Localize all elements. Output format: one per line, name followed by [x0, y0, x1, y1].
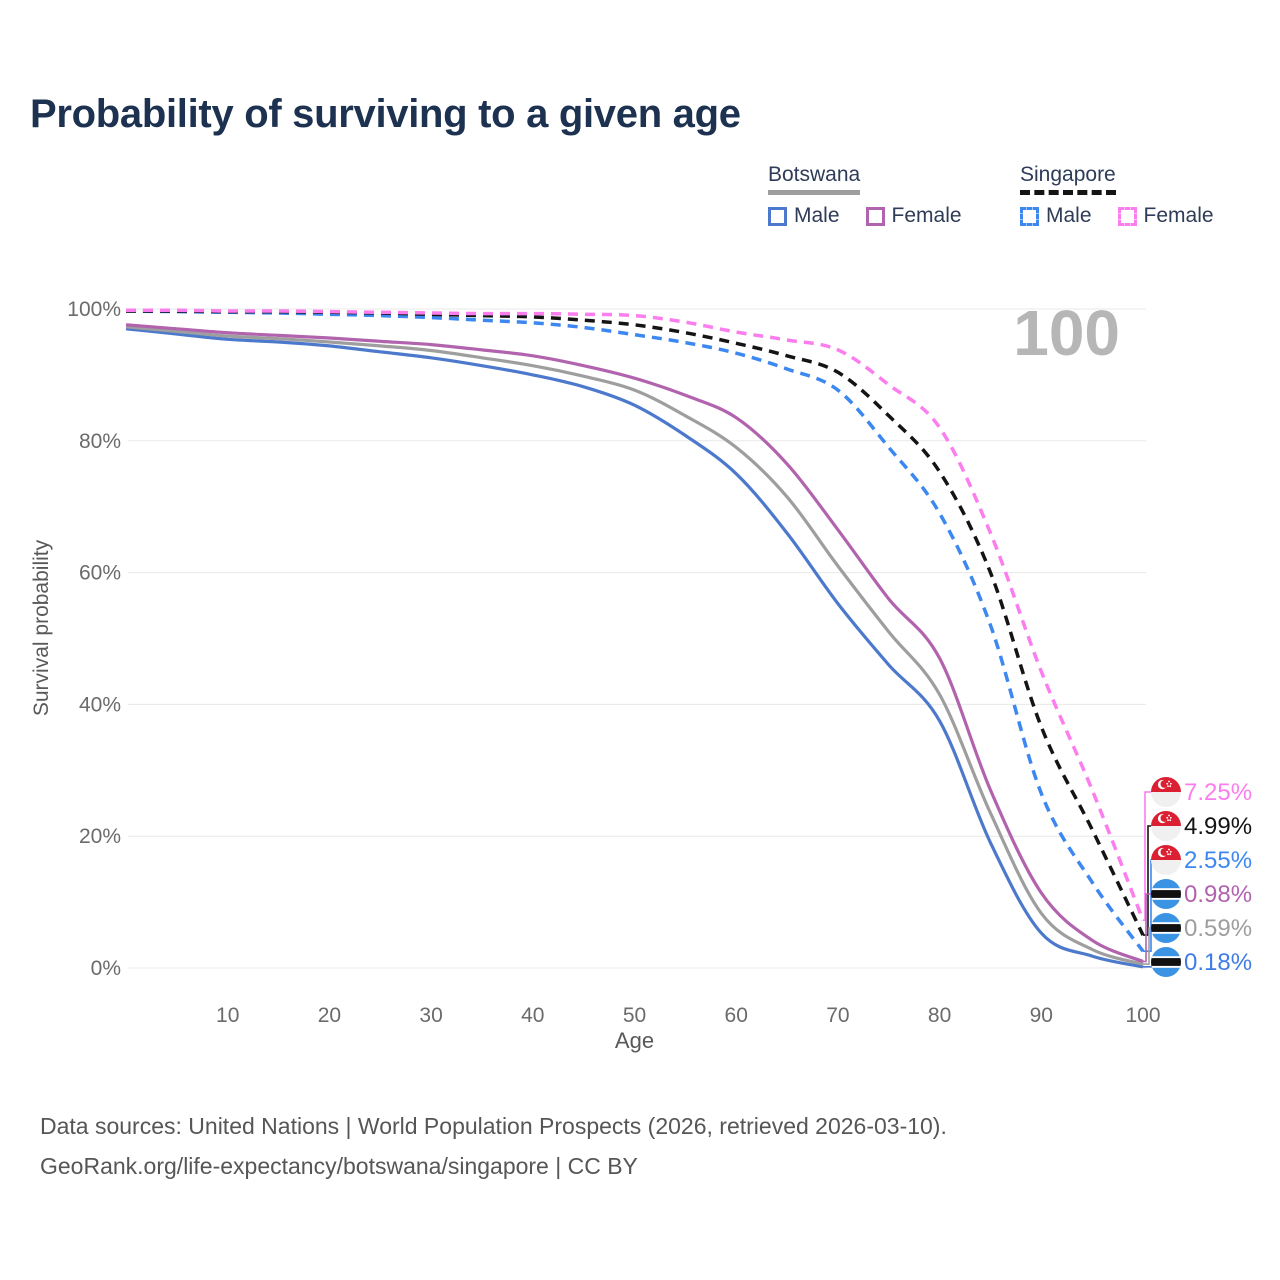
singapore-flag-icon	[1151, 811, 1181, 841]
x-tick-label: 40	[521, 1004, 544, 1027]
x-tick-label: 100	[1125, 1004, 1160, 1027]
y-tick-label: 80%	[79, 430, 121, 453]
leader-line-singapore-female	[1143, 791, 1154, 921]
x-tick-label: 70	[826, 1004, 849, 1027]
end-label-botswana-all: 0.59%	[1184, 915, 1252, 942]
x-axis-title: Age	[615, 1028, 654, 1053]
legend-item-singapore-male[interactable]: Male	[1020, 204, 1092, 228]
x-tick-label: 30	[419, 1004, 442, 1027]
legend-group-singapore: Singapore Male Female	[1020, 163, 1214, 228]
legend-group-title: Botswana	[768, 163, 861, 195]
footer-sources: Data sources: United Nations | World Pop…	[40, 1113, 947, 1139]
curve-singapore-male	[125, 309, 1145, 953]
curve-singapore-female	[125, 308, 1145, 921]
footer: Data sources: United Nations | World Pop…	[40, 1106, 947, 1186]
end-label-singapore-all: 4.99%	[1184, 813, 1252, 840]
y-axis-title: Survival probability	[30, 539, 53, 716]
curve-singapore-all	[125, 309, 1145, 936]
legend-item-botswana-female[interactable]: Female	[865, 204, 962, 228]
page-title: Probability of surviving to a given age	[30, 92, 741, 136]
legend-item-label: Male	[794, 204, 840, 227]
x-tick-label: 90	[1030, 1004, 1053, 1027]
legend-item-label: Male	[1046, 204, 1092, 227]
botswana-flag-icon	[1151, 913, 1181, 943]
y-tick-label: 20%	[79, 825, 121, 848]
singapore-flag-icon	[1151, 777, 1181, 807]
y-tick-label: 100%	[67, 298, 121, 321]
legend-items: Male Female	[768, 204, 962, 228]
legend-swatch-icon	[1020, 206, 1039, 226]
botswana-flag-icon	[1151, 947, 1181, 977]
legend-item-label: Female	[891, 204, 962, 227]
legend-group-botswana: Botswana Male Female	[768, 163, 962, 228]
legend-item-botswana-male[interactable]: Male	[768, 204, 840, 228]
legend-item-singapore-female[interactable]: Female	[1117, 204, 1214, 228]
footer-link: GeoRank.org/life-expectancy/botswana/sin…	[40, 1153, 638, 1179]
botswana-flag-icon	[1151, 879, 1181, 909]
legend-group-title: Singapore	[1020, 163, 1116, 195]
legend-items: Male Female	[1020, 204, 1214, 228]
x-tick-label: 20	[318, 1004, 341, 1027]
legend-swatch-icon	[1117, 206, 1137, 226]
end-label-singapore-male: 2.55%	[1184, 847, 1252, 874]
end-label-botswana-female: 0.98%	[1184, 881, 1252, 908]
y-tick-label: 0%	[91, 957, 121, 980]
y-tick-label: 40%	[79, 693, 121, 716]
leader-line-botswana-female	[1143, 893, 1154, 963]
legend-swatch-icon	[768, 206, 787, 226]
legend-item-label: Female	[1143, 204, 1214, 227]
legend-swatch-icon	[865, 206, 885, 226]
end-label-botswana-male: 0.18%	[1184, 949, 1252, 976]
x-tick-label: 10	[216, 1004, 239, 1027]
curve-botswana-male	[125, 327, 1144, 969]
x-tick-label: 50	[623, 1004, 646, 1027]
x-tick-label: 60	[725, 1004, 748, 1027]
end-label-singapore-female: 7.25%	[1184, 779, 1252, 806]
singapore-flag-icon	[1151, 845, 1181, 875]
curve-botswana-female	[125, 323, 1144, 963]
x-tick-label: 80	[928, 1004, 951, 1027]
y-tick-label: 60%	[79, 562, 121, 585]
curve-botswana-all	[125, 325, 1144, 966]
